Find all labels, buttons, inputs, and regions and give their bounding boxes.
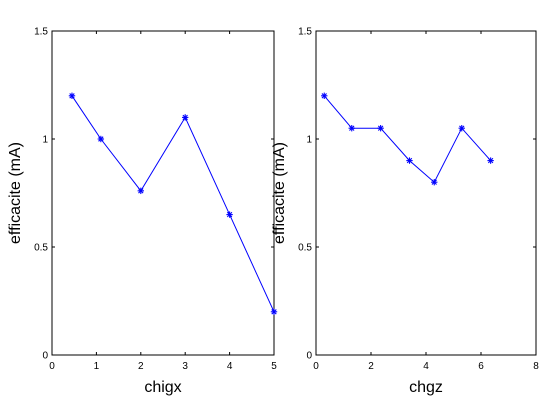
data-point	[431, 179, 438, 186]
data-point	[406, 157, 413, 164]
data-point	[348, 125, 355, 132]
data-point	[182, 114, 189, 121]
y-tick-label: 1	[306, 135, 312, 146]
y-tick-label: 1	[42, 135, 48, 146]
series-line	[71, 95, 275, 313]
x-tick-label: 4	[227, 361, 233, 372]
data-point	[458, 125, 465, 132]
y-tick-label: 0.5	[34, 243, 48, 254]
x-tick-label: 8	[533, 361, 539, 372]
x-tick-label: 2	[368, 361, 374, 372]
y-tick-label: 0.5	[298, 243, 312, 254]
data-point	[68, 92, 76, 99]
chart-panel-2: 0 2 4 6 8 0 0.5 1 1.5 chgz efficacite (mA)	[271, 27, 539, 397]
x-tick-label: 5	[271, 361, 277, 372]
x-axis-label: chigx	[144, 379, 181, 396]
data-point	[487, 157, 494, 164]
plot-area	[51, 30, 275, 356]
x-axis-label: chgz	[409, 379, 443, 396]
y-tick-label: 1.5	[34, 27, 48, 38]
x-tick-label: 3	[182, 361, 188, 372]
data-point	[377, 125, 384, 132]
x-tick-label: 1	[94, 361, 100, 372]
data-point	[97, 135, 105, 143]
x-tick-label: 0	[49, 361, 55, 372]
y-tick-label: 0	[42, 351, 48, 362]
y-tick-label: 1.5	[298, 27, 312, 38]
chart-panel-1: 0 1 2 3 4 5 0 0.5 1 1.5 chigx efficacite (mA)	[7, 27, 277, 397]
x-tick-label: 6	[478, 361, 484, 372]
y-tick-label: 0	[306, 351, 312, 362]
x-tick-label: 0	[313, 361, 319, 372]
data-point	[137, 187, 144, 195]
y-axis-label: efficacite (mA)	[271, 142, 288, 244]
y-axis-label: efficacite (mA)	[7, 142, 24, 244]
data-point	[226, 211, 233, 218]
x-tick-label: 4	[423, 361, 429, 372]
data-point	[270, 308, 278, 315]
data-point	[321, 92, 328, 99]
plot-area	[315, 30, 537, 356]
x-tick-label: 2	[138, 361, 144, 372]
